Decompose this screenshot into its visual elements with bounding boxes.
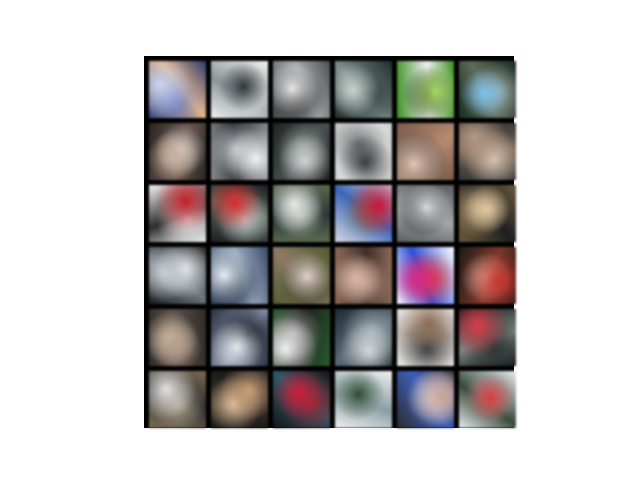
sample-image-tile	[273, 309, 330, 366]
sample-image-tile	[335, 371, 392, 428]
sample-image-tile	[273, 185, 330, 242]
sample-image-tile	[397, 61, 454, 118]
sample-image-tile	[211, 61, 268, 118]
sample-image-tile	[149, 247, 206, 304]
sample-image-tile	[149, 185, 206, 242]
sample-image-tile	[397, 123, 454, 180]
sample-image-tile	[211, 309, 268, 366]
sample-image-tile	[397, 247, 454, 304]
sample-image-tile	[335, 61, 392, 118]
tile-layer	[144, 56, 516, 428]
sample-image-tile	[211, 185, 268, 242]
sample-image-tile	[211, 123, 268, 180]
sample-image-tile	[459, 309, 516, 366]
sample-image-tile	[335, 247, 392, 304]
sample-image-tile	[273, 61, 330, 118]
sample-image-tile	[149, 61, 206, 118]
sample-image-tile	[397, 185, 454, 242]
sample-image-tile	[459, 123, 516, 180]
sample-image-tile	[335, 185, 392, 242]
sample-image-grid	[144, 56, 516, 428]
sample-image-tile	[397, 371, 454, 428]
sample-image-tile	[211, 247, 268, 304]
sample-image-tile	[335, 309, 392, 366]
sample-image-tile	[459, 61, 516, 118]
sample-image-tile	[273, 123, 330, 180]
sample-image-tile	[149, 123, 206, 180]
sample-image-tile	[149, 371, 206, 428]
sample-image-tile	[397, 309, 454, 366]
sample-image-tile	[149, 309, 206, 366]
sample-image-tile	[211, 371, 268, 428]
sample-image-tile	[459, 185, 516, 242]
sample-image-tile	[273, 371, 330, 428]
sample-image-tile	[459, 371, 516, 428]
sample-image-tile	[273, 247, 330, 304]
sample-image-tile	[459, 247, 516, 304]
sample-image-tile	[335, 123, 392, 180]
